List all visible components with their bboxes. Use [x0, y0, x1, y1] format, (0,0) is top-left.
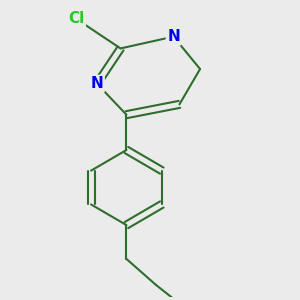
Text: N: N — [167, 29, 180, 44]
Text: N: N — [91, 76, 103, 91]
Text: Cl: Cl — [68, 11, 85, 26]
